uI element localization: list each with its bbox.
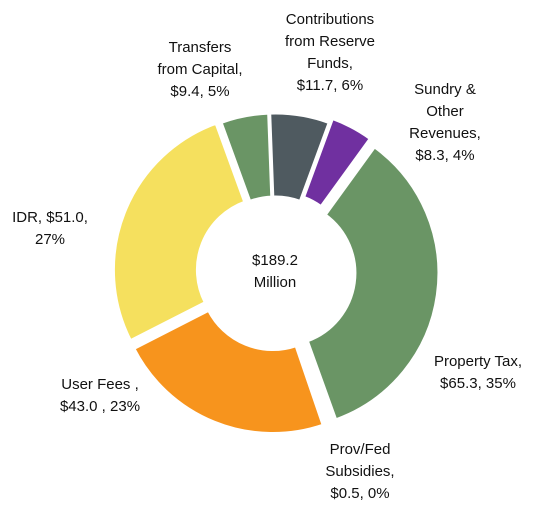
slice-label: $9.4, 5% <box>170 83 229 100</box>
slice-label: $8.3, 4% <box>415 147 474 164</box>
slice-label: from Capital, <box>157 61 242 78</box>
center-label: Million <box>254 274 297 291</box>
slice-label: $43.0 , 23% <box>60 398 140 415</box>
slice-label: $11.7, 6% <box>297 77 363 94</box>
slice-label: 27% <box>35 231 65 248</box>
slice-label: Sundry & <box>414 81 476 98</box>
slice-label: Contributions <box>286 11 374 28</box>
slice-label: Prov/Fed <box>330 441 391 458</box>
slice <box>131 308 326 436</box>
slice-label: $0.5, 0% <box>330 485 389 502</box>
center-label: $189.2 <box>252 252 298 269</box>
slice-label: Other <box>426 103 464 120</box>
slice <box>268 111 332 204</box>
slice-label: from Reserve <box>285 33 375 50</box>
slice <box>111 121 247 343</box>
slice <box>305 144 441 422</box>
slice-label: $65.3, 35% <box>440 375 516 392</box>
slice-label: Revenues, <box>409 125 481 142</box>
slice-label: Property Tax, <box>434 353 522 370</box>
slice <box>297 341 332 426</box>
slice-label: Funds, <box>307 55 353 72</box>
slice <box>301 116 373 209</box>
slice-label: Subsidies, <box>325 463 394 480</box>
slice-label: User Fees , <box>61 376 139 393</box>
slice-label: IDR, $51.0, <box>12 209 88 226</box>
slice-label: Transfers <box>169 39 232 56</box>
